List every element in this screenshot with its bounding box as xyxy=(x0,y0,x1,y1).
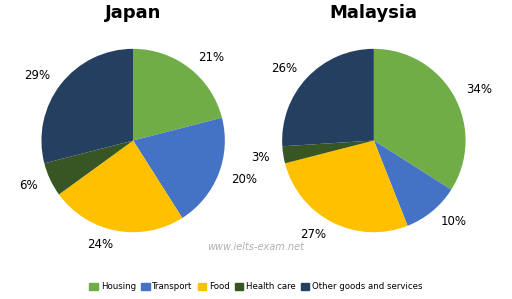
Text: 34%: 34% xyxy=(466,83,492,96)
Text: 29%: 29% xyxy=(24,69,50,83)
Title: Malaysia: Malaysia xyxy=(330,4,418,22)
Text: 20%: 20% xyxy=(231,173,257,186)
Wedge shape xyxy=(41,49,133,163)
Wedge shape xyxy=(45,141,133,194)
Text: 3%: 3% xyxy=(251,150,270,164)
Text: 24%: 24% xyxy=(87,238,113,251)
Text: 6%: 6% xyxy=(19,179,38,192)
Text: 10%: 10% xyxy=(441,215,467,228)
Legend: Housing, Transport, Food, Health care, Other goods and services: Housing, Transport, Food, Health care, O… xyxy=(86,279,426,295)
Wedge shape xyxy=(282,141,374,163)
Wedge shape xyxy=(285,141,408,232)
Wedge shape xyxy=(133,49,222,141)
Text: www.ielts-exam.net: www.ielts-exam.net xyxy=(207,242,305,252)
Wedge shape xyxy=(282,49,374,146)
Title: Japan: Japan xyxy=(105,4,161,22)
Wedge shape xyxy=(59,141,182,232)
Wedge shape xyxy=(374,141,451,226)
Wedge shape xyxy=(133,118,225,218)
Text: 26%: 26% xyxy=(271,62,297,75)
Wedge shape xyxy=(374,49,465,190)
Text: 21%: 21% xyxy=(198,51,224,64)
Text: 27%: 27% xyxy=(300,228,326,241)
